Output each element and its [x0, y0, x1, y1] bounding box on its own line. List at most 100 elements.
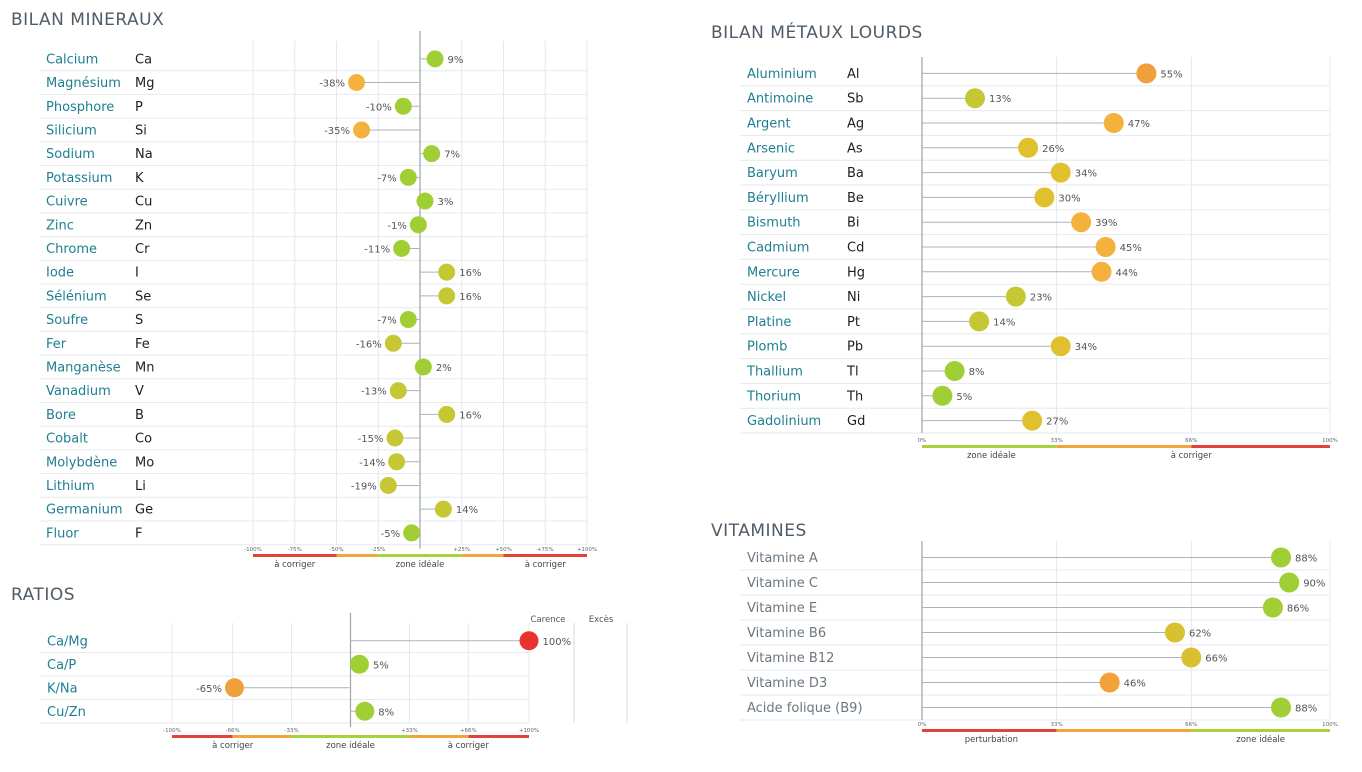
exces-header: Excès — [589, 614, 614, 625]
element-symbol: Sb — [847, 92, 864, 107]
metals-chart: Aluminium Al 55% Antimoine Sb 13% Argent Ag 47% A… — [740, 57, 1338, 461]
element-symbol: K — [135, 171, 144, 186]
minerals-chart: Calcium Ca 9% Magnésium Mg -38% Phosphore P -10%… — [40, 31, 597, 570]
scale-segment — [378, 554, 462, 557]
element-symbol: Cu — [135, 195, 152, 210]
value-label: 46% — [1124, 679, 1146, 690]
data-point — [1262, 597, 1283, 618]
element-symbol: Be — [847, 191, 864, 206]
data-point — [1271, 697, 1292, 718]
vitamins-title: VITAMINES — [711, 521, 807, 541]
row-label: Bismuth — [747, 216, 801, 231]
row-label: Cuivre — [46, 195, 88, 210]
data-point — [1181, 647, 1202, 668]
data-point — [438, 405, 456, 423]
row-label: Germanium — [46, 503, 123, 518]
value-label: -5% — [381, 529, 400, 540]
element-symbol: P — [135, 100, 143, 115]
value-label: 7% — [444, 150, 460, 161]
row-label: Soufre — [46, 313, 88, 328]
row-label: Acide folique (B9) — [747, 701, 863, 716]
scale-segment — [409, 735, 469, 738]
data-point — [1005, 286, 1026, 307]
value-label: 16% — [459, 268, 481, 279]
data-point — [423, 145, 441, 163]
zone-label: zone idéale — [396, 559, 445, 570]
data-point — [1164, 622, 1185, 643]
value-label: -16% — [356, 339, 382, 350]
scale-segment — [468, 735, 529, 738]
row-label: Platine — [747, 315, 791, 330]
row-label: Molybdène — [46, 455, 117, 470]
row-label: Cadmium — [747, 241, 809, 256]
tick-label: 66% — [1185, 722, 1197, 728]
zone-label: zone idéale — [1236, 734, 1285, 745]
element-symbol: Mo — [135, 455, 154, 470]
tick-label: -100% — [244, 547, 262, 553]
data-point — [438, 287, 456, 305]
scale-segment — [922, 729, 1057, 732]
value-label: 45% — [1120, 243, 1142, 254]
row-label: Zinc — [46, 218, 74, 233]
element-symbol: S — [135, 313, 143, 328]
data-point — [394, 97, 412, 115]
value-label: 8% — [378, 707, 394, 718]
row-label: Thorium — [746, 389, 801, 404]
value-label: 13% — [989, 94, 1011, 105]
tick-label: -66% — [226, 728, 240, 734]
value-label: 9% — [448, 55, 464, 66]
data-point — [389, 382, 407, 400]
tick-label: +66% — [460, 728, 477, 734]
data-point — [414, 358, 432, 376]
ratios-title: RATIOS — [11, 585, 76, 605]
scale-segment — [253, 554, 337, 557]
row-label: Aluminium — [747, 67, 817, 82]
zone-label: zone idéale — [967, 450, 1016, 461]
element-symbol: V — [135, 384, 144, 399]
value-label: 62% — [1189, 629, 1211, 640]
tick-label: 33% — [1051, 438, 1063, 444]
data-point — [388, 453, 406, 471]
data-point — [1091, 261, 1112, 282]
row-label: Sodium — [46, 147, 95, 162]
element-symbol: Mg — [135, 76, 154, 91]
data-point — [434, 500, 452, 518]
element-symbol: Ag — [847, 117, 864, 132]
value-label: 16% — [459, 292, 481, 303]
row-label: Ca/P — [47, 658, 76, 673]
zone-label: à corriger — [1171, 451, 1213, 461]
data-point — [1071, 212, 1092, 233]
element-symbol: Cr — [135, 242, 150, 257]
row-label: Béryllium — [747, 191, 809, 206]
data-point — [403, 524, 421, 542]
scale-segment — [1191, 729, 1330, 732]
data-point — [393, 239, 411, 257]
row-label: Antimoine — [747, 92, 813, 107]
zone-label: à corriger — [212, 741, 254, 751]
data-point — [353, 121, 371, 139]
scale-segment — [461, 554, 504, 557]
value-label: -11% — [364, 244, 390, 255]
data-point — [1050, 162, 1071, 183]
row-label: Calcium — [46, 52, 98, 67]
data-point — [379, 476, 397, 494]
element-symbol: Gd — [847, 414, 865, 429]
carence-header: Carence — [531, 615, 566, 625]
data-point — [416, 192, 434, 210]
value-label: 39% — [1095, 218, 1117, 229]
value-label: -1% — [387, 221, 406, 232]
row-label: Manganèse — [46, 360, 121, 375]
value-label: 55% — [1160, 69, 1182, 80]
data-point — [1018, 137, 1039, 158]
scale-segment — [1056, 445, 1192, 448]
row-label: Cobalt — [46, 432, 88, 447]
row-label: Sélénium — [46, 289, 107, 304]
value-label: -35% — [324, 126, 350, 137]
scale-segment — [922, 445, 1057, 448]
data-point — [519, 631, 539, 651]
row-label: Potassium — [46, 171, 112, 186]
tick-label: +100% — [577, 547, 597, 553]
row-label: Vitamine B12 — [747, 651, 834, 666]
row-label: Silicium — [46, 123, 97, 138]
tick-label: +100% — [519, 728, 539, 734]
